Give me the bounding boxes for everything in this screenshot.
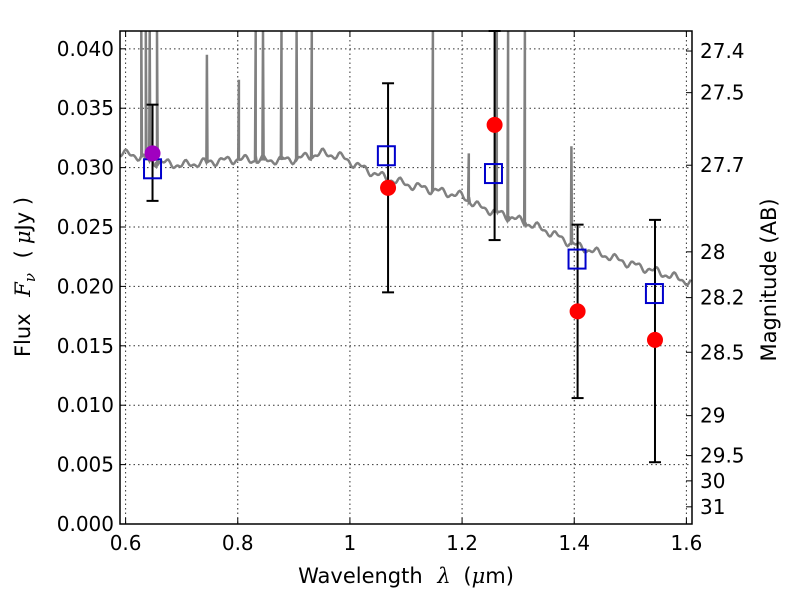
x-tick-label: 0.6 <box>110 531 142 555</box>
observed-point <box>486 116 503 133</box>
y2-tick-label: 31 <box>700 495 725 519</box>
y2-tick-label: 27.4 <box>700 39 745 63</box>
y2-tick-label: 27.7 <box>700 153 745 177</box>
y-tick-label: 0.035 <box>57 96 114 120</box>
model-band-square <box>644 283 664 305</box>
model-band-square <box>376 145 396 167</box>
x-tick-label: 1.4 <box>558 531 590 555</box>
y2-axis-title: Magnitude (AB) <box>757 198 781 361</box>
model-spectrum-group <box>120 31 692 287</box>
y-tick-label: 0.000 <box>57 512 114 536</box>
y-axis-title: Flux Fν (μJy ) <box>11 197 40 357</box>
plot-frame <box>119 30 693 525</box>
x-tick-label: 1.2 <box>446 531 478 555</box>
model-band-square <box>483 163 503 185</box>
observed-point <box>380 179 397 196</box>
ticks-group: 0.6 0.8 1 1.2 1.4 1.6 0.000 0.005 0.010 0.015 0.02… <box>57 31 745 555</box>
y-tick-label: 0.020 <box>57 274 114 298</box>
x-tick-label: 1.6 <box>670 531 702 555</box>
y2-tick-label: 29.5 <box>700 444 745 468</box>
y-tick-label: 0.040 <box>57 37 114 61</box>
x-axis-title: Wavelength λ (μm) <box>298 564 514 588</box>
observed-point <box>646 331 663 348</box>
model-spectrum-line <box>120 31 692 287</box>
y2-tick-label: 29 <box>700 404 725 428</box>
y2-tick-label: 27.5 <box>700 81 745 105</box>
y2-tick-label: 28 <box>700 240 725 264</box>
errorbars-group <box>146 30 661 464</box>
y-tick-label: 0.015 <box>57 334 114 358</box>
markers-group <box>143 116 664 348</box>
y2-tick-label: 28.2 <box>700 286 745 310</box>
y-tick-label: 0.030 <box>57 156 114 180</box>
model-band-square <box>567 248 587 270</box>
y2-tick-label: 30 <box>700 469 725 493</box>
x-tick-label: 1 <box>344 531 357 555</box>
observed-point <box>144 145 161 162</box>
y-tick-label: 0.025 <box>57 215 114 239</box>
y-tick-label: 0.005 <box>57 453 114 477</box>
observed-point <box>569 303 586 320</box>
x-tick-label: 0.8 <box>222 531 254 555</box>
y-tick-label: 0.010 <box>57 393 114 417</box>
y2-tick-label: 28.5 <box>700 340 745 364</box>
